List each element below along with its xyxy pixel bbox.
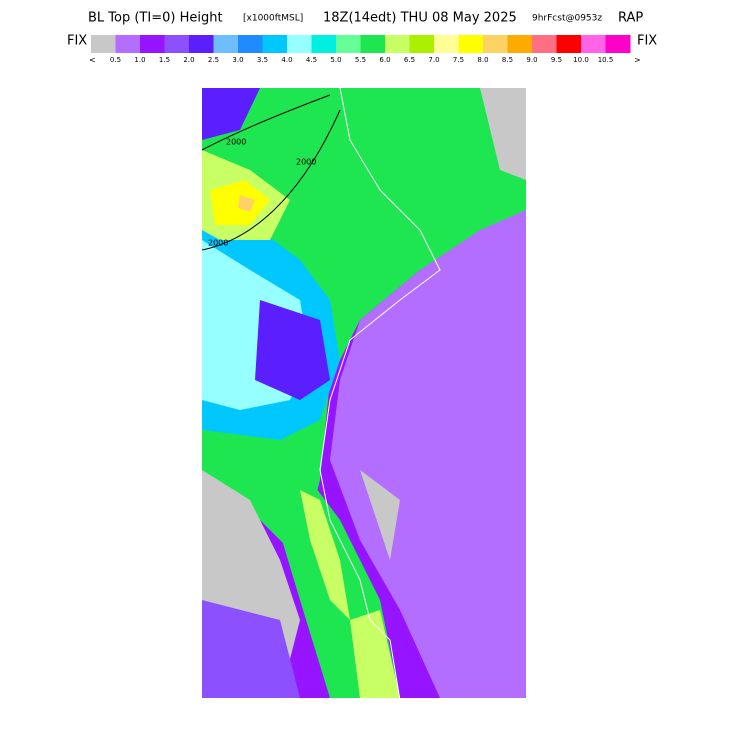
- colorbar-swatch: [385, 35, 410, 53]
- region-gulf-purple: [202, 600, 300, 698]
- region-ocean-gray: [360, 470, 400, 560]
- colorbar-swatch: [238, 35, 263, 53]
- colorbar-swatch: [336, 35, 361, 53]
- contour: [202, 94, 341, 251]
- colorbar-label: 10.0: [573, 56, 589, 64]
- colorbar-swatch: [409, 35, 435, 53]
- colorbar-swatch: [532, 35, 557, 53]
- colorbar-label: 7.0: [428, 56, 439, 64]
- fix-left: FIX: [67, 34, 87, 49]
- colorbar-label: 5.0: [330, 56, 341, 64]
- region-orange: [238, 195, 255, 212]
- colorbar: 0.5 1.0 1.5 2.0 2.5 3.0 3.5 4.0 4.5 5.0 5.5 6.0 6.5 7…: [91, 35, 631, 64]
- colorbar-swatch: [164, 35, 190, 53]
- colorbar-label: 6.5: [404, 56, 415, 64]
- colorbar-swatch: [140, 35, 165, 53]
- colorbar-label: 6.0: [379, 56, 390, 64]
- colorbar-swatch: [434, 35, 459, 53]
- colorbar-label: 10.5: [598, 56, 614, 64]
- colorbar-swatch: [458, 35, 484, 53]
- region-blue: [255, 300, 330, 400]
- colorbar-label: 9.0: [526, 56, 537, 64]
- region-fl-yg: [300, 490, 350, 620]
- colorbar-label: 8.0: [477, 56, 488, 64]
- colorbar-swatch: [360, 35, 386, 53]
- colorbar-swatch: [605, 35, 631, 53]
- colorbar-label: 0.5: [110, 56, 121, 64]
- contour-label: 2000: [226, 138, 246, 147]
- colorbar-swatch: [189, 35, 214, 53]
- title-main: BL Top (TI=0) Height: [88, 11, 223, 26]
- arrow-left: <: [89, 56, 96, 65]
- fix-right: FIX: [637, 34, 657, 49]
- colorbar-label: 1.5: [159, 56, 170, 64]
- title-model: RAP: [618, 11, 643, 26]
- colorbar-swatch: [213, 35, 239, 53]
- colorbar-swatch: [483, 35, 508, 53]
- colorbar-swatch: [287, 35, 312, 53]
- colorbar-swatch: [556, 35, 582, 53]
- title-time: 18Z(14edt) THU 08 May 2025: [323, 11, 517, 26]
- colorbar-label: 8.5: [502, 56, 513, 64]
- coastline: [319, 88, 441, 698]
- colorbar-swatch: [311, 35, 337, 53]
- colorbar-label: 4.0: [281, 56, 292, 64]
- colorbar-label: 7.5: [453, 56, 464, 64]
- colorbar-label: 9.5: [551, 56, 562, 64]
- colorbar-swatch: [115, 35, 141, 53]
- colorbar-label: 5.5: [355, 56, 366, 64]
- colorbar-swatch: [581, 35, 606, 53]
- region-nw: [202, 88, 260, 140]
- region-ocean: [330, 210, 526, 698]
- contour-label: 2000: [296, 158, 316, 167]
- colorbar-label: 2.0: [183, 56, 194, 64]
- colorbar-label: 3.5: [257, 56, 268, 64]
- region-ne-gray: [480, 88, 526, 180]
- colorbar-label: 3.0: [232, 56, 243, 64]
- contour-label: 2000: [208, 239, 228, 248]
- arrow-right: >: [634, 56, 641, 65]
- colorbar-swatch: [507, 35, 533, 53]
- map: 2000 2000 2000: [202, 88, 526, 698]
- colorbar-label: 1.0: [134, 56, 145, 64]
- title-fcst: 9hrFcst@0953z: [532, 14, 602, 24]
- region-fl-south: [350, 610, 400, 698]
- colorbar-label: 4.5: [306, 56, 317, 64]
- colorbar-swatch: [262, 35, 288, 53]
- title-units: [x1000ftMSL]: [243, 14, 303, 24]
- colorbar-swatch: [91, 35, 116, 53]
- title: BL Top (TI=0) Height [x1000ftMSL] 18Z(14…: [88, 11, 643, 26]
- colorbar-label: 2.5: [208, 56, 219, 64]
